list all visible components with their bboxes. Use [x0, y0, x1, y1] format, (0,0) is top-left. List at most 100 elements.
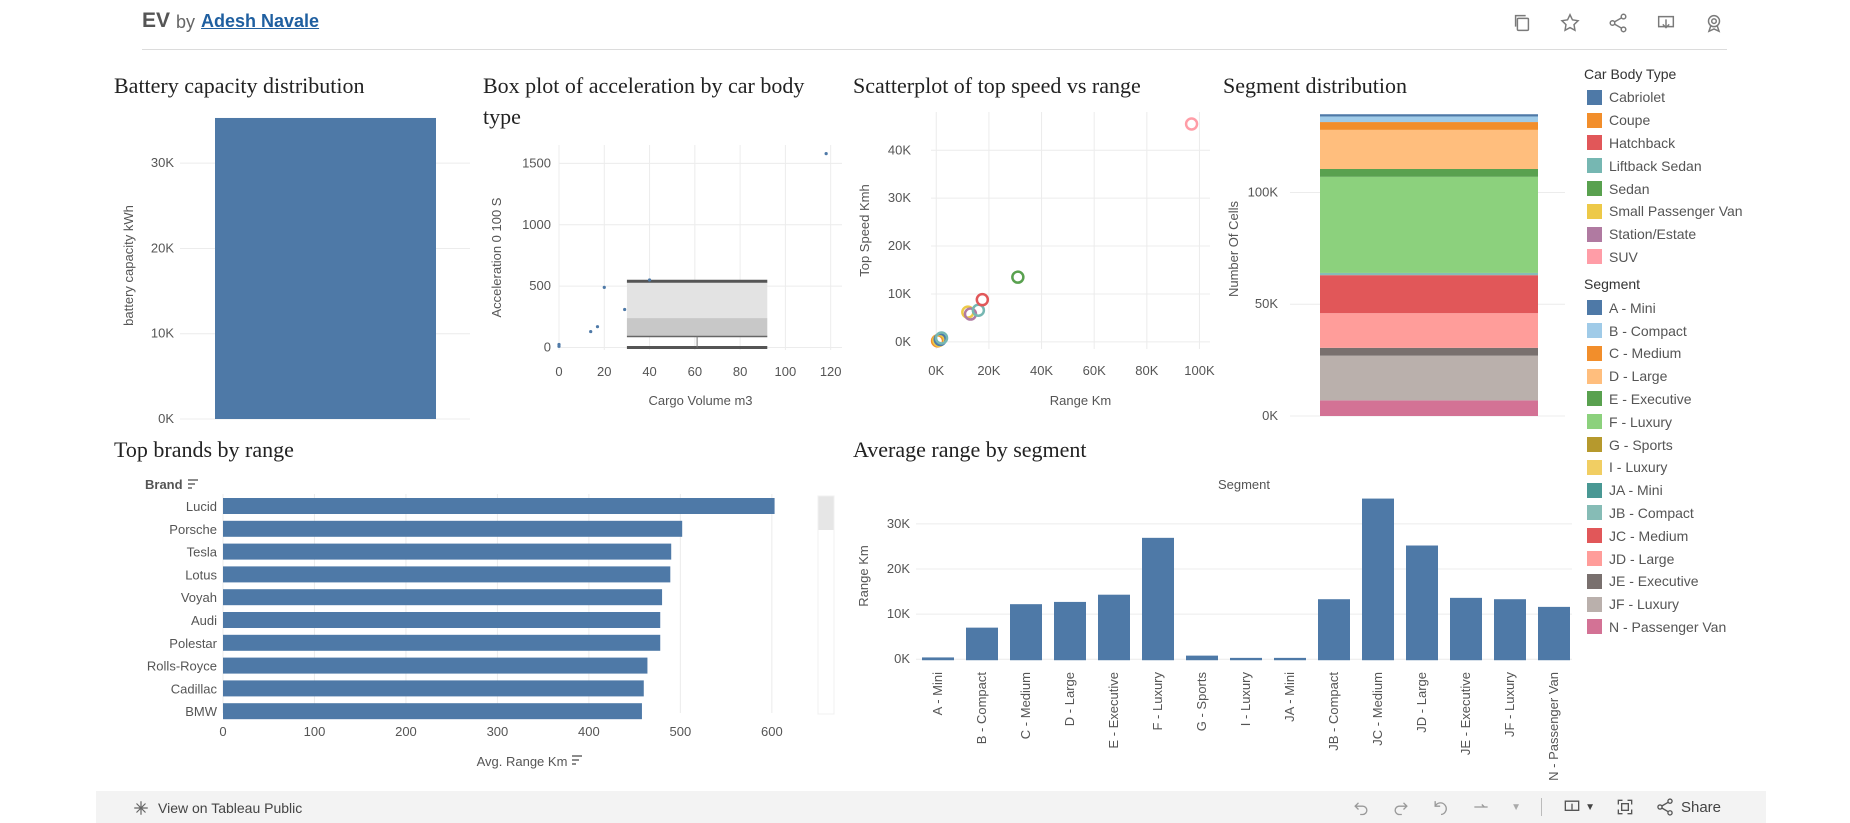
legend-swatch [1587, 391, 1602, 407]
legend-swatch [1587, 596, 1602, 612]
y-axis-label: Range Km [856, 545, 871, 606]
y-tick-label: 0K [158, 411, 174, 426]
y-tick-label: 500 [529, 278, 551, 293]
segment-label: JF - Luxury [1502, 672, 1517, 738]
copy-icon[interactable] [1509, 10, 1535, 36]
y-axis-label: Top Speed Kmh [857, 184, 872, 277]
segment-bar [1450, 597, 1482, 661]
legend-segment-item[interactable]: JF - Luxury [1584, 593, 1844, 616]
legend-segment-item[interactable]: JA - Mini [1584, 479, 1844, 502]
brand-bar [223, 657, 648, 674]
view-on-tableau-label: View on Tableau Public [158, 800, 303, 816]
view-on-tableau-link[interactable]: View on Tableau Public [132, 799, 302, 817]
legend-segment-item[interactable]: B - Compact [1584, 319, 1844, 342]
download-menu-icon[interactable]: ▼ [1562, 797, 1595, 817]
download-icon[interactable] [1653, 10, 1679, 36]
legend-segment-item[interactable]: C - Medium [1584, 342, 1844, 365]
legend-segment-item[interactable]: A - Mini [1584, 296, 1844, 319]
badge-icon[interactable] [1701, 10, 1727, 36]
legend-segment-item[interactable]: I - Luxury [1584, 456, 1844, 479]
y-tick-label: 0K [1262, 408, 1278, 423]
legend-swatch [1587, 414, 1602, 430]
legend-swatch [1587, 158, 1602, 174]
brand-label: Rolls-Royce [147, 659, 217, 674]
scrollbar-track [817, 495, 835, 715]
legend-segment-item[interactable]: D - Large [1584, 365, 1844, 388]
legend-body-item[interactable]: Sedan [1584, 177, 1844, 200]
legend-swatch [1587, 459, 1602, 475]
legend-segment-item[interactable]: JB - Compact [1584, 502, 1844, 525]
legend-body-item[interactable]: Hatchback [1584, 132, 1844, 155]
segment-label: N - Passenger Van [1546, 672, 1561, 781]
segment-bar [1230, 657, 1262, 661]
scrollbar-thumb [818, 496, 834, 530]
legend-segment-item[interactable]: E - Executive [1584, 388, 1844, 411]
x-tick-label: 0 [219, 724, 226, 739]
x-tick-label: 80K [1135, 363, 1158, 378]
legend-body-item[interactable]: SUV [1584, 246, 1844, 269]
segment-label: JD - Large [1414, 672, 1429, 733]
author-link[interactable]: Adesh Navale [201, 11, 320, 31]
segment-stack-bar [1320, 275, 1538, 314]
x-tick-label: 300 [487, 724, 509, 739]
refresh-icon[interactable] [1471, 797, 1491, 817]
legend-body-item[interactable]: Cabriolet [1584, 86, 1844, 109]
y-tick-label: 10K [888, 286, 911, 301]
y-tick-label: 100K [1248, 184, 1279, 199]
y-tick-label: 1500 [522, 155, 551, 170]
segment-label: C - Medium [1018, 672, 1033, 739]
legend-body-list: Cabriolet Coupe Hatchback Liftback Sedan Sed… [1584, 86, 1844, 268]
toolbar-divider [1541, 798, 1543, 816]
legend-segment-item[interactable]: JD - Large [1584, 547, 1844, 570]
legend-segment-item[interactable]: N - Passenger Van [1584, 616, 1844, 639]
legend-segment-item[interactable]: G - Sports [1584, 433, 1844, 456]
legend-segment-title: Segment [1584, 276, 1641, 293]
x-tick-label: 0K [928, 363, 944, 378]
legend-label: Sedan [1609, 180, 1650, 197]
y-tick-label: 10K [151, 326, 174, 341]
star-icon[interactable] [1557, 10, 1583, 36]
pause-dropdown-icon[interactable]: ▼ [1511, 801, 1522, 813]
legend-segment-item[interactable]: JC - Medium [1584, 524, 1844, 547]
data-point [557, 342, 561, 347]
legend-label: JD - Large [1609, 550, 1675, 567]
segment-bar [1406, 545, 1438, 661]
undo-icon[interactable] [1351, 797, 1371, 817]
share-button[interactable]: Share [1655, 797, 1721, 817]
legend-label: C - Medium [1609, 345, 1682, 362]
legend-swatch [1587, 181, 1602, 197]
box-lower [626, 318, 768, 337]
legend-body-item[interactable]: Small Passenger Van [1584, 200, 1844, 223]
legend-body-item[interactable]: Station/Estate [1584, 223, 1844, 246]
segment-bar [1494, 599, 1526, 661]
x-axis-label: Cargo Volume m3 [648, 393, 752, 408]
x-tick-label: 20 [597, 364, 611, 379]
brand-bar [223, 520, 683, 537]
share-network-icon[interactable] [1605, 10, 1631, 36]
legend-segment-list: A - Mini B - Compact C - Medium D - Large E … [1584, 296, 1844, 638]
segment-stack-bar [1320, 347, 1538, 356]
segment-bar [1538, 606, 1570, 661]
redo-icon[interactable] [1391, 797, 1411, 817]
x-tick-label: 0 [555, 364, 562, 379]
legend-label: Liftback Sedan [1609, 157, 1702, 174]
legend-label: SUV [1609, 248, 1638, 265]
x-axis-label: Avg. Range Km [477, 754, 568, 769]
legend-body-item[interactable]: Coupe [1584, 109, 1844, 132]
legend-swatch [1587, 482, 1602, 498]
fullscreen-icon[interactable] [1615, 797, 1635, 817]
legend-segment-item[interactable]: F - Luxury [1584, 410, 1844, 433]
brand-label: Tesla [187, 545, 218, 560]
brand-bar [223, 589, 663, 606]
legend-swatch [1587, 203, 1602, 219]
segment-bar [1142, 537, 1174, 661]
revert-icon[interactable] [1431, 797, 1451, 817]
legend-segment-item[interactable]: JE - Executive [1584, 570, 1844, 593]
legend-body-item[interactable]: Liftback Sedan [1584, 154, 1844, 177]
